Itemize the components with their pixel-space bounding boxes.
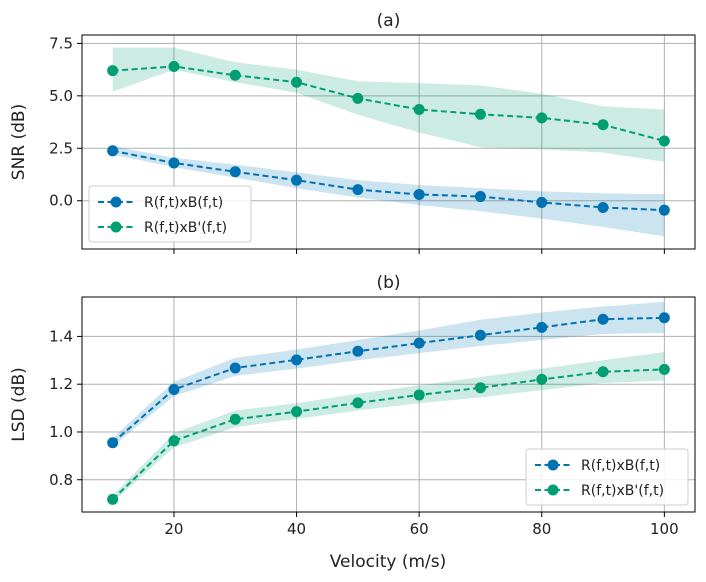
data-point — [658, 204, 670, 216]
data-point — [107, 145, 119, 157]
data-point — [107, 65, 119, 77]
y-tick-label: 0.8 — [49, 471, 73, 489]
legend-marker — [547, 484, 559, 496]
data-point — [352, 184, 364, 196]
data-point — [658, 312, 670, 324]
data-point — [291, 76, 303, 88]
data-point — [536, 112, 548, 124]
x-tick-label: 100 — [650, 520, 679, 538]
series-2 — [107, 351, 670, 505]
data-point — [352, 92, 364, 104]
x-tick-label: 80 — [532, 520, 551, 538]
series-line — [111, 368, 665, 501]
x-axis-label: Velocity (m/s) — [330, 552, 447, 572]
data-point — [352, 397, 364, 409]
legend-marker — [110, 221, 122, 233]
chart-title: (b) — [376, 273, 400, 293]
data-point — [474, 191, 486, 203]
data-point — [229, 413, 241, 425]
data-point — [229, 69, 241, 81]
x-tick-label: 60 — [410, 520, 429, 538]
data-point — [229, 166, 241, 178]
panel-b: 20 40 60 80 100 0.8 1.0 1.2 1.4 (b) LSD (dB) R(f,t)… — [9, 273, 696, 538]
legend: R(f,t)xB(f,t) R(f,t)xB'(f,t) — [88, 185, 252, 243]
data-point — [474, 329, 486, 341]
legend-label: R(f,t)xB'(f,t) — [144, 220, 227, 236]
legend-marker — [547, 459, 559, 471]
y-tick-label: 5.0 — [49, 87, 73, 105]
series-1 — [107, 145, 670, 237]
data-point — [536, 373, 548, 385]
data-point — [597, 366, 609, 378]
data-point — [107, 493, 119, 505]
data-point — [658, 135, 670, 147]
data-point — [413, 389, 425, 401]
legend-label: R(f,t)xB'(f,t) — [581, 483, 664, 499]
data-point — [474, 382, 486, 394]
y-axis-label: SNR (dB) — [9, 104, 29, 180]
series-line — [112, 65, 665, 142]
data-point — [352, 345, 364, 357]
data-point — [536, 321, 548, 333]
series-line — [112, 149, 665, 212]
y-tick-label: 1.2 — [49, 375, 73, 393]
axes-frame — [81, 34, 696, 250]
data-point — [291, 174, 303, 186]
data-point — [291, 354, 303, 366]
y-tick-label: 1.4 — [49, 327, 73, 345]
series-2 — [107, 47, 670, 162]
data-point — [658, 363, 670, 375]
data-point — [291, 406, 303, 418]
data-point — [536, 196, 548, 208]
panel-a: 0.02.55.07.5(a)SNR (dB)R(f,t)xB(f,t)R(f,… — [9, 11, 696, 254]
data-point — [168, 157, 180, 169]
legend-label: R(f,t)xB(f,t) — [144, 195, 223, 211]
data-point — [413, 103, 425, 115]
y-tick-label: 1.0 — [49, 423, 73, 441]
series-1 — [107, 301, 670, 449]
data-point — [597, 119, 609, 131]
data-point — [474, 108, 486, 120]
data-point — [597, 313, 609, 325]
series-line — [111, 316, 665, 444]
x-tick-label: 40 — [287, 520, 306, 538]
data-point — [413, 337, 425, 349]
data-point — [229, 362, 241, 374]
confidence-band — [112, 301, 665, 447]
data-point — [168, 60, 180, 72]
legend-label: R(f,t)xB(f,t) — [581, 458, 660, 474]
x-tick-label: 20 — [164, 520, 183, 538]
data-point — [107, 437, 119, 449]
chart-title: (a) — [377, 11, 401, 31]
confidence-band — [112, 351, 665, 503]
legend-marker — [110, 196, 122, 208]
y-axis-label: LSD (dB) — [9, 367, 29, 441]
axes-frame — [81, 296, 696, 513]
data-point — [597, 201, 609, 213]
data-point — [168, 435, 180, 447]
data-point — [413, 188, 425, 200]
data-point — [168, 383, 180, 395]
y-tick-label: 0.0 — [49, 192, 73, 210]
y-tick-label: 2.5 — [49, 139, 73, 157]
y-tick-label: 7.5 — [49, 34, 73, 52]
legend: R(f,t)xB(f,t) R(f,t)xB'(f,t) — [525, 448, 689, 506]
